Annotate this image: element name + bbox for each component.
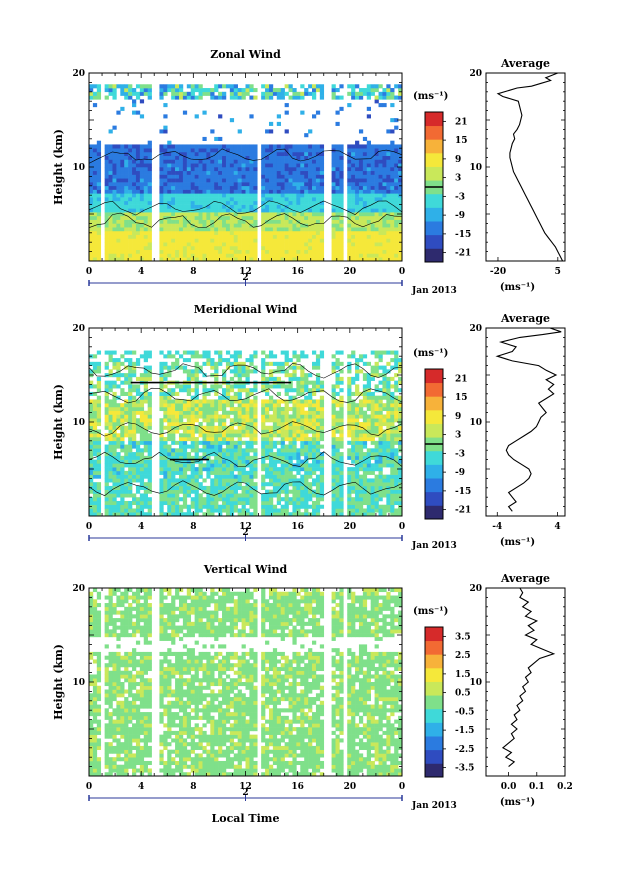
date-axis-day: 2 xyxy=(242,788,248,798)
panel-title: Meridional Wind xyxy=(194,303,298,316)
x-tick-label: 0 xyxy=(399,522,405,532)
x-tick-label: 12 xyxy=(239,522,252,532)
x-tick-label: 0 xyxy=(399,267,405,277)
profile-x-axis-label: (ms⁻¹) xyxy=(500,537,535,548)
y-axis-label: Height (km) xyxy=(52,129,65,205)
colorbar-tick-label: 9 xyxy=(455,155,461,165)
colorbar-tick-label: -21 xyxy=(455,249,471,259)
x-tick-label: 0 xyxy=(86,522,92,532)
colorbar-tick-label: 1.5 xyxy=(455,670,471,680)
profile-y-tick-label: 10 xyxy=(469,678,482,688)
colorbar-tick-label: -3 xyxy=(455,449,465,459)
profile-y-tick-label: 20 xyxy=(469,584,482,594)
colorbar-tick-label: 3 xyxy=(455,174,461,184)
colorbar-unit: (ms⁻¹) xyxy=(413,606,448,617)
profile-x-tick-label: 0.1 xyxy=(529,782,545,792)
colorbar-tick-label: -3 xyxy=(455,192,465,202)
x-tick-label: 4 xyxy=(138,522,144,532)
colorbar-tick-label: -21 xyxy=(455,506,471,516)
panel-title: Zonal Wind xyxy=(210,48,281,61)
x-tick-label: 16 xyxy=(291,782,304,792)
profile-y-tick-label: 10 xyxy=(469,163,482,173)
colorbar-tick-label: 3.5 xyxy=(455,632,471,642)
y-tick-label: 20 xyxy=(72,584,85,594)
x-tick-label: 20 xyxy=(344,522,357,532)
colorbar-tick-label: -15 xyxy=(455,230,471,240)
x-tick-label: 8 xyxy=(190,267,196,277)
colorbar-tick-label: 0.5 xyxy=(455,689,471,699)
profile-x-axis-label: (ms⁻¹) xyxy=(500,282,535,293)
profile-frame xyxy=(485,72,566,262)
x-tick-label: 4 xyxy=(138,782,144,792)
x-tick-label: 8 xyxy=(190,522,196,532)
y-axis-label: Height (km) xyxy=(52,384,65,460)
profile-title: Average xyxy=(500,57,550,70)
colorbar-unit: (ms⁻¹) xyxy=(413,348,448,359)
profile-x-tick-label: -4 xyxy=(492,522,502,532)
x-tick-label: 4 xyxy=(138,267,144,277)
colorbar-tick-label: 3 xyxy=(455,431,461,441)
colorbar xyxy=(424,368,444,520)
y-tick-label: 20 xyxy=(72,69,85,79)
date-text: Jan 2013 xyxy=(411,541,457,551)
x-tick-label: 16 xyxy=(291,522,304,532)
x-tick-label: 20 xyxy=(344,782,357,792)
colorbar-tick-label: 2.5 xyxy=(455,651,471,661)
colorbar-tick-label: 21 xyxy=(455,117,468,127)
heatmap-field xyxy=(89,84,403,262)
contour-lines xyxy=(88,363,403,496)
x-tick-label: 12 xyxy=(239,267,252,277)
colorbar-tick-label: 15 xyxy=(455,393,468,403)
profile-line xyxy=(501,587,556,768)
x-axis-label: Local Time xyxy=(212,812,280,825)
y-axis-label: Height (km) xyxy=(52,644,65,720)
date-axis-day: 2 xyxy=(242,528,248,538)
x-tick-label: 12 xyxy=(239,782,252,792)
colorbar-tick-label: 9 xyxy=(455,412,461,422)
heatmap-field xyxy=(89,350,403,517)
profile-x-axis-label: (ms⁻¹) xyxy=(500,797,535,808)
profile-x-tick-label: 0.0 xyxy=(501,782,517,792)
colorbar-tick-label: -1.5 xyxy=(455,726,474,736)
profile-line xyxy=(495,327,562,512)
date-text: Jan 2013 xyxy=(411,801,457,811)
x-tick-label: 20 xyxy=(344,267,357,277)
profile-x-tick-label: -20 xyxy=(490,267,506,277)
profile-y-tick-label: 20 xyxy=(469,69,482,79)
colorbar xyxy=(424,626,444,778)
contour-lines xyxy=(88,148,403,228)
colorbar-tick-label: -9 xyxy=(455,468,465,478)
y-tick-label: 10 xyxy=(72,418,85,428)
colorbar-tick-label: -15 xyxy=(455,487,471,497)
colorbar-tick-label: -3.5 xyxy=(455,764,474,774)
y-tick-label: 10 xyxy=(72,678,85,688)
date-text: Jan 2013 xyxy=(411,286,457,296)
x-tick-label: 0 xyxy=(86,782,92,792)
profile-x-tick-label: 4 xyxy=(554,522,560,532)
colorbar-tick-label: -2.5 xyxy=(455,745,474,755)
profile-title: Average xyxy=(500,312,550,325)
colorbar-tick-label: -9 xyxy=(455,211,465,221)
date-axis-day: 2 xyxy=(242,273,248,283)
colorbar-tick-label: 15 xyxy=(455,136,468,146)
profile-y-tick-label: 20 xyxy=(469,324,482,334)
colorbar xyxy=(424,111,444,263)
y-tick-label: 20 xyxy=(72,324,85,334)
x-tick-label: 0 xyxy=(86,267,92,277)
colorbar-tick-label: -0.5 xyxy=(455,707,474,717)
profile-line xyxy=(496,72,564,262)
panel-title: Vertical Wind xyxy=(203,563,288,576)
profile-x-tick-label: 0.2 xyxy=(557,782,573,792)
profile-x-tick-label: 5 xyxy=(555,267,561,277)
colorbar-tick-label: 21 xyxy=(455,374,468,384)
profile-title: Average xyxy=(500,572,550,585)
y-tick-label: 10 xyxy=(72,163,85,173)
heatmap-field xyxy=(89,588,403,777)
x-tick-label: 0 xyxy=(399,782,405,792)
colorbar-unit: (ms⁻¹) xyxy=(413,91,448,102)
profile-y-tick-label: 10 xyxy=(469,418,482,428)
x-tick-label: 16 xyxy=(291,267,304,277)
x-tick-label: 8 xyxy=(190,782,196,792)
